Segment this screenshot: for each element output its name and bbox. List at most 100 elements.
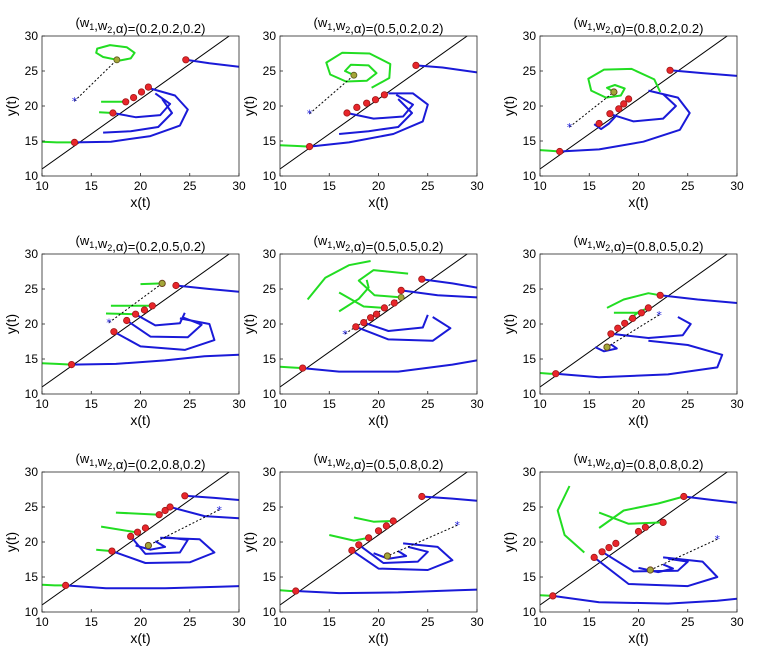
y-tick-label: 15: [263, 352, 277, 366]
dotted-connector: [387, 524, 458, 557]
y-tick-label: 25: [523, 500, 537, 514]
plot-content: *: [42, 36, 239, 170]
x-tick-label: 20: [134, 615, 148, 629]
plot-content: *: [540, 36, 737, 170]
x-tick-label: 15: [85, 179, 99, 193]
red-point: [641, 523, 649, 531]
blue-trajectory: [74, 87, 189, 144]
start-marker-icon: *: [715, 533, 721, 546]
subplot-title: (w1,w2,α)=(0.5,0.8,0.2): [314, 451, 444, 472]
blue-trajectory: [113, 317, 216, 351]
plot-area: [42, 36, 239, 176]
dotted-connector: [74, 59, 118, 102]
red-point: [552, 370, 560, 378]
x-tick-label: 25: [421, 179, 435, 193]
red-point: [172, 281, 180, 290]
red-point: [634, 527, 643, 536]
blue-trajectory: [135, 540, 167, 551]
blue-trajectory: [346, 93, 414, 120]
plot-content: *: [280, 254, 477, 388]
y-tick-label: 25: [25, 282, 39, 296]
blue-trajectory: [65, 584, 239, 590]
blue-trajectory: [175, 284, 239, 293]
y-axis-label: y(t): [501, 96, 517, 116]
y-tick-label: 30: [263, 29, 277, 43]
attractor-point: [397, 293, 405, 301]
y-tick-label: 10: [263, 387, 277, 401]
green-trajectory: [606, 292, 661, 309]
dotted-connector: [108, 282, 163, 324]
red-point: [656, 291, 664, 299]
red-point: [418, 492, 426, 501]
x-tick-label: 20: [372, 179, 386, 193]
blue-trajectory: [593, 556, 719, 588]
subplot-8: * 10 15 20 25 30 10 15 20 25 30 x(t) y(t) (w1,w2,α)=(…: [241, 451, 484, 646]
blue-trajectory: [373, 550, 408, 560]
blue-trajectory: [135, 312, 186, 327]
y-axis-label: y(t): [3, 532, 19, 552]
x-tick-label: 20: [372, 397, 386, 411]
subplot-title: (w1,w2,α)=(0.5,0.5,0.2): [314, 233, 444, 254]
plot-content: *: [540, 472, 737, 606]
red-point: [680, 492, 688, 501]
y-tick-label: 25: [523, 64, 537, 78]
y-tick-label: 15: [25, 352, 39, 366]
green-trajectory: [115, 511, 160, 516]
red-point: [598, 548, 606, 556]
start-marker-icon: *: [307, 108, 313, 121]
red-point: [131, 310, 140, 318]
red-point: [644, 304, 652, 312]
plot-area: [540, 254, 737, 394]
red-point: [70, 138, 79, 146]
green-trajectory: [338, 291, 385, 309]
y-tick-label: 15: [523, 570, 537, 584]
red-point: [418, 275, 426, 283]
y-tick-label: 10: [25, 605, 39, 619]
subplot-3: * 10 15 20 25 30 10 15 20 25 30 x(t) y(t) (w1,w2,α)=(…: [501, 15, 744, 210]
y-tick-label: 20: [25, 317, 39, 331]
x-tick-label: 20: [372, 615, 386, 629]
y-tick-label: 20: [523, 535, 537, 549]
y-tick-label: 25: [523, 282, 537, 296]
x-axis-label: x(t): [368, 194, 388, 210]
blue-trajectory: [358, 543, 429, 564]
x-tick-label: 15: [85, 397, 99, 411]
y-tick-label: 20: [523, 99, 537, 113]
start-marker-icon: *: [567, 121, 573, 134]
x-tick-label: 25: [681, 397, 695, 411]
red-point: [144, 83, 152, 91]
subplot-2: * 10 15 20 25 30 10 15 20 25 30 x(t) y(t) (w1,w2,α)=(…: [241, 15, 484, 210]
red-point: [549, 592, 557, 600]
subplot-1: * 10 15 20 25 30 10 15 20 25 30 x(t) y(t) (w1,w2,α)=(…: [3, 15, 246, 210]
y-tick-label: 10: [263, 169, 277, 183]
red-point: [371, 96, 380, 104]
x-tick-label: 20: [632, 615, 646, 629]
y-axis-label: y(t): [501, 532, 517, 552]
red-point: [110, 328, 118, 336]
y-axis-label: y(t): [241, 314, 257, 334]
blue-trajectory: [610, 316, 692, 339]
y-tick-label: 15: [523, 352, 537, 366]
x-tick-label: 25: [183, 179, 197, 193]
plot-area: [280, 254, 477, 394]
y-tick-label: 20: [25, 535, 39, 549]
y-tick-label: 15: [263, 134, 277, 148]
blue-trajectory: [184, 494, 239, 501]
y-axis-label: y(t): [501, 314, 517, 334]
red-point: [666, 66, 674, 74]
red-point: [182, 56, 190, 64]
x-tick-label: 30: [470, 615, 484, 629]
plot-area: [42, 472, 239, 612]
subplot-title: (w1,w2,α)=(0.2,0.5,0.2): [76, 233, 206, 254]
blue-trajectory: [302, 359, 477, 373]
x-tick-label: 15: [323, 397, 337, 411]
subplot-9: * 10 15 20 25 30 10 15 20 25 30 x(t) y(t) (w1,w2,α)=(…: [501, 451, 744, 646]
red-point: [148, 302, 156, 310]
x-tick-label: 20: [134, 397, 148, 411]
red-point: [412, 61, 420, 70]
x-axis-label: x(t): [628, 630, 648, 646]
green-trajectory: [42, 583, 66, 587]
plot-content: *: [280, 36, 477, 170]
attractor-point: [144, 542, 152, 549]
red-point: [389, 517, 397, 525]
